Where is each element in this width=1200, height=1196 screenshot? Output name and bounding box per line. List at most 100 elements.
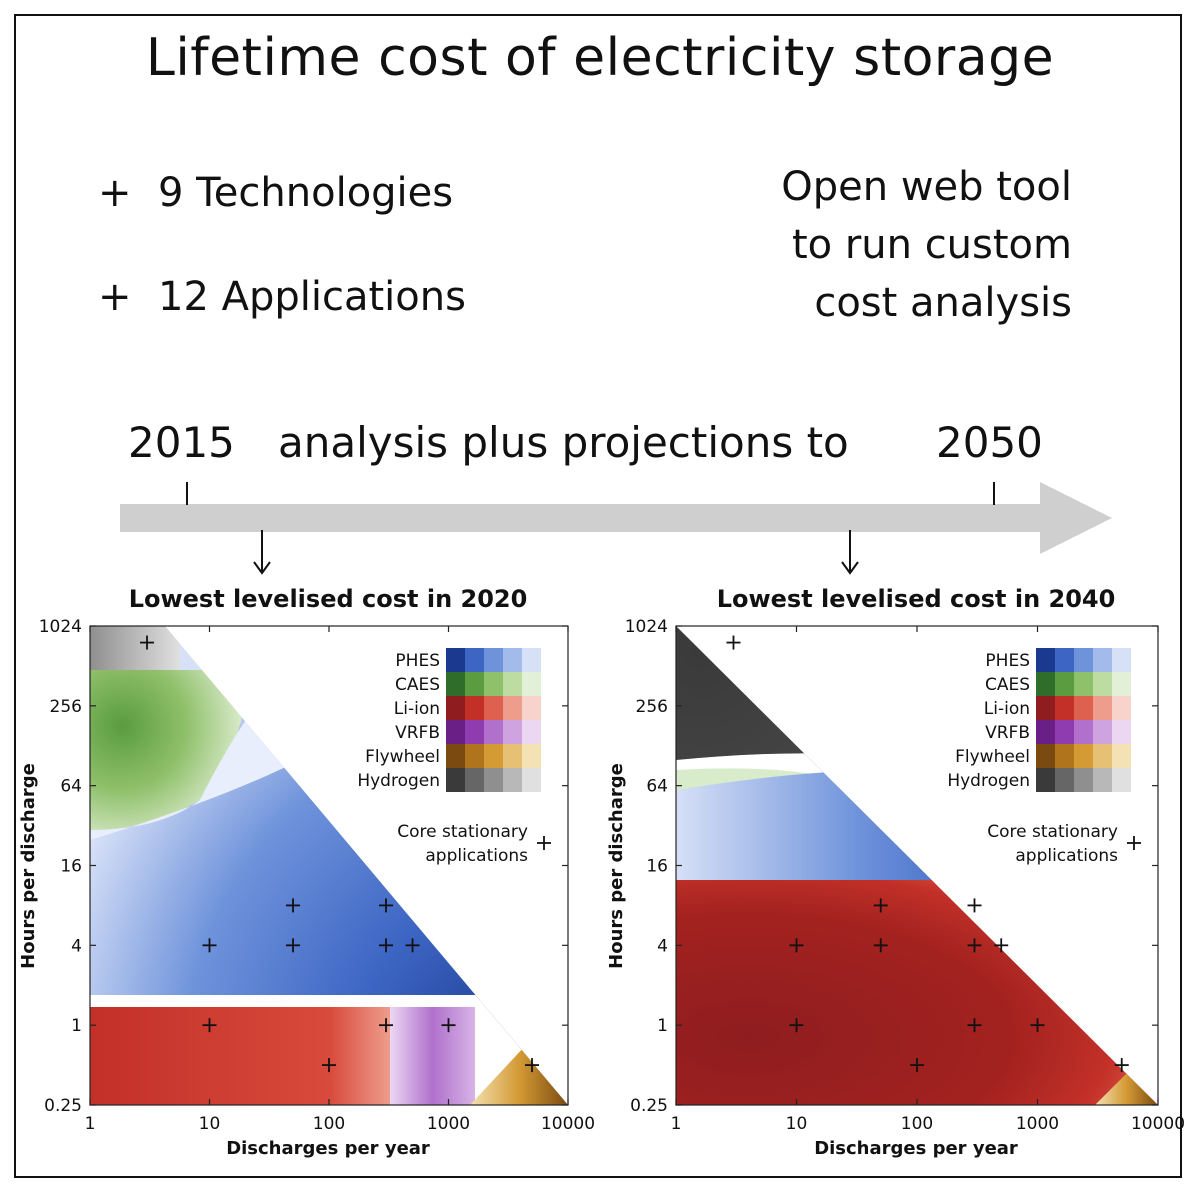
legend-swatch [1093,720,1112,744]
legend-swatch [1074,672,1093,696]
legend-swatch [1055,744,1074,768]
y-tick-label: 16 [60,857,82,877]
y-tick-label: 0.25 [44,1096,82,1116]
y-tick-label: 1024 [39,617,82,637]
legend-swatch [503,720,522,744]
x-tick-label: 1 [671,1114,682,1134]
x-tick-label: 1000 [427,1114,470,1134]
legend-swatch [465,768,484,792]
legend: PHES CAES Li-ion VRFB Flywheel Hydrogen Core s… [947,648,1141,866]
legend-label: Hydrogen [947,771,1030,791]
web-tool-line: cost analysis [814,280,1072,326]
x-tick-label: 1 [85,1114,96,1134]
legend-swatch [1036,672,1055,696]
x-axis-label: Discharges per year [226,1138,430,1159]
legend-swatch [446,672,465,696]
legend-swatch [1055,672,1074,696]
legend-swatch [1036,744,1055,768]
legend-entry: PHES [395,648,541,672]
legend-label: CAES [985,675,1030,695]
legend-entry: VRFB [985,720,1131,744]
applications-label: Core stationary [987,822,1118,842]
application-point [202,938,217,953]
legend-swatch [522,672,541,696]
application-points [140,635,540,1073]
web-tool-line: to run custom [791,222,1072,268]
legend-entry: VRFB [395,720,541,744]
legend-label: CAES [395,675,440,695]
legend-swatch [484,768,503,792]
legend-swatch [1074,648,1093,672]
legend-swatch [484,696,503,720]
legend: PHES CAES Li-ion VRFB Flywheel Hydrogen Core s… [357,648,551,866]
legend-label: Li-ion [394,699,440,719]
application-point [405,938,420,953]
legend-entry: Hydrogen [947,768,1131,792]
legend-swatch [522,744,541,768]
plus-icon [1127,836,1141,850]
legend-label: Li-ion [984,699,1030,719]
legend-swatch [1112,744,1131,768]
legend-entry: CAES [985,672,1131,696]
application-point [873,898,888,913]
timeline-middle-text: analysis plus projections to [278,418,849,467]
bullet-applications: +12 Applications [98,274,466,320]
y-tick-label: 4 [657,936,668,956]
y-tick-label: 256 [636,697,668,717]
applications-label: Core stationary [397,822,528,842]
chart-2040: Lowest levelised cost in 2040 1 10 100 1000… [606,585,1185,1159]
applications-label: applications [1015,846,1118,866]
legend-swatch [446,720,465,744]
legend-entry: PHES [985,648,1131,672]
bullet-text: 12 Applications [158,274,466,320]
legend-swatch [446,744,465,768]
x-tick-label: 1000 [1016,1114,1059,1134]
legend-swatch [1036,720,1055,744]
legend-swatch [484,648,503,672]
legend-swatch [1055,768,1074,792]
x-tick-label: 100 [313,1114,345,1134]
application-point [286,898,301,913]
bullet-text: 9 Technologies [158,170,454,216]
legend-swatch [1055,720,1074,744]
y-tick-label: 64 [60,777,82,797]
application-point [873,938,888,953]
application-point [202,1018,217,1033]
web-tool-note: Open web tool to run custom cost analysi… [781,158,1072,332]
legend-swatch [522,720,541,744]
application-point [441,1018,456,1033]
legend-swatch [1112,672,1131,696]
applications-label: applications [425,846,528,866]
legend-label: VRFB [985,723,1030,743]
legend-swatch [465,744,484,768]
legend-swatch [1074,744,1093,768]
application-points [726,635,1129,1073]
legend-swatch [503,696,522,720]
figure-title: Lifetime cost of electricity storage [145,28,1055,88]
legend-swatch [446,648,465,672]
application-point [789,1018,804,1033]
application-point [379,1018,394,1033]
x-tick-label: 10 [199,1114,221,1134]
figure-frame [14,14,1182,1178]
legend-swatch [503,744,522,768]
legend-swatch [1112,768,1131,792]
legend-swatch [1074,768,1093,792]
y-tick-label: 16 [646,857,668,877]
legend-label: PHES [985,651,1030,671]
legend-swatch [465,672,484,696]
application-point [379,898,394,913]
legend-label: PHES [395,651,440,671]
application-point [910,1058,924,1073]
legend-entry: CAES [395,672,541,696]
legend-label: Hydrogen [357,771,440,791]
arrow-down-icon [253,530,271,575]
y-tick-label: 1 [71,1016,82,1036]
timeline-arrow [120,482,1112,554]
plus-icon: + [98,274,132,320]
legend-swatch [1112,720,1131,744]
web-tool-line: Open web tool [781,164,1072,210]
